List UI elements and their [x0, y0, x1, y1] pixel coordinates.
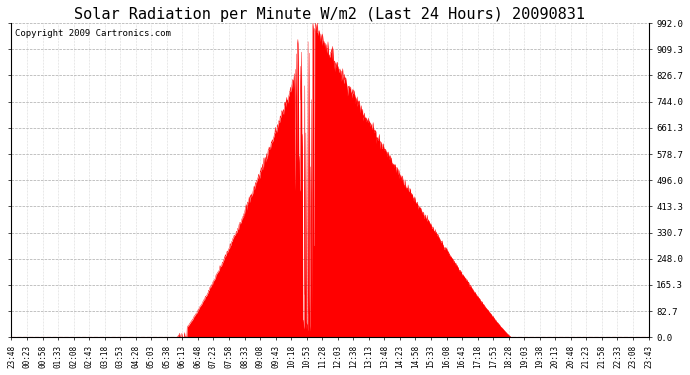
Title: Solar Radiation per Minute W/m2 (Last 24 Hours) 20090831: Solar Radiation per Minute W/m2 (Last 24…: [75, 7, 586, 22]
Text: Copyright 2009 Cartronics.com: Copyright 2009 Cartronics.com: [14, 29, 170, 38]
